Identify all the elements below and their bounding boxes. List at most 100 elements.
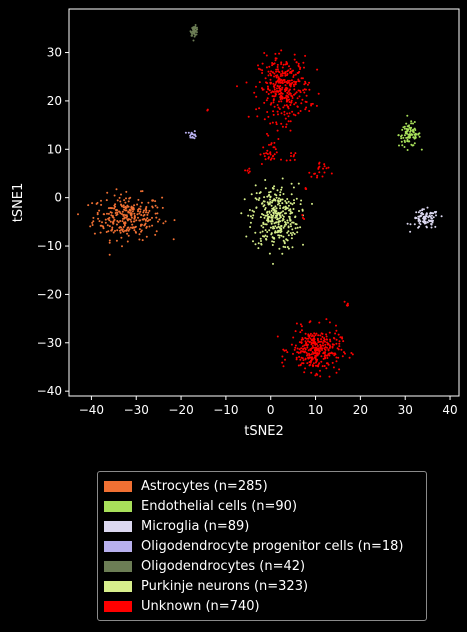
data-point xyxy=(260,163,263,165)
data-point xyxy=(121,213,124,216)
data-point xyxy=(310,343,313,346)
data-point xyxy=(262,223,265,225)
data-point xyxy=(275,196,278,199)
data-point xyxy=(194,24,197,26)
data-point xyxy=(139,210,142,213)
data-point xyxy=(286,246,289,248)
data-point xyxy=(133,214,136,217)
plot-area xyxy=(69,9,459,396)
data-point xyxy=(403,139,406,142)
data-point xyxy=(288,89,291,92)
data-point xyxy=(131,227,134,229)
data-point xyxy=(129,218,132,221)
data-point xyxy=(257,242,260,245)
data-point xyxy=(287,221,289,224)
data-point xyxy=(272,99,275,102)
data-point xyxy=(280,73,282,76)
data-point xyxy=(189,134,192,137)
data-point xyxy=(103,213,106,216)
data-point xyxy=(267,220,270,223)
data-point xyxy=(127,200,130,203)
data-point xyxy=(307,340,309,343)
data-point xyxy=(401,128,404,131)
x-tick-label: −20 xyxy=(168,403,193,417)
data-point xyxy=(121,245,123,248)
data-point xyxy=(279,198,282,201)
data-point xyxy=(121,228,124,231)
data-point xyxy=(284,74,287,77)
data-point xyxy=(297,182,300,185)
x-axis-ticks: −40 −30 −20 −10 0 10 20 30 40 xyxy=(79,396,458,417)
data-point xyxy=(118,229,121,232)
data-point xyxy=(151,224,154,227)
data-point xyxy=(269,153,272,156)
data-point xyxy=(423,215,426,218)
data-point xyxy=(318,352,321,354)
data-point xyxy=(293,88,296,91)
data-point xyxy=(270,232,273,235)
data-point xyxy=(413,137,416,140)
data-point xyxy=(77,213,79,216)
data-point xyxy=(125,197,127,200)
data-point xyxy=(269,122,272,125)
data-point xyxy=(290,237,293,240)
data-point xyxy=(322,357,325,360)
data-point xyxy=(409,223,412,226)
data-point xyxy=(265,152,268,155)
data-point xyxy=(304,332,307,335)
data-point xyxy=(418,132,421,135)
data-point xyxy=(319,340,322,343)
data-point xyxy=(255,95,258,98)
data-point xyxy=(310,359,312,362)
data-point xyxy=(293,103,296,106)
data-point xyxy=(272,206,275,209)
data-point xyxy=(321,349,323,351)
data-point xyxy=(278,234,281,237)
data-point xyxy=(292,113,295,116)
data-point xyxy=(295,322,298,325)
data-point xyxy=(409,230,412,233)
data-point xyxy=(299,351,302,354)
data-point xyxy=(278,247,281,250)
data-point xyxy=(290,343,293,346)
data-point xyxy=(297,62,300,65)
data-point xyxy=(277,199,279,202)
data-point xyxy=(120,203,122,206)
data-point xyxy=(301,77,304,80)
data-point xyxy=(268,210,271,213)
data-point xyxy=(272,240,275,243)
data-point xyxy=(285,80,288,83)
data-point xyxy=(308,110,311,112)
data-point xyxy=(328,344,331,347)
data-point xyxy=(280,225,282,228)
data-point xyxy=(285,86,288,89)
data-point xyxy=(141,190,144,193)
data-point xyxy=(294,152,297,155)
data-point xyxy=(127,205,130,208)
data-point xyxy=(275,68,278,71)
legend-item: Endothelial cells (n=90) xyxy=(104,496,420,516)
data-point xyxy=(250,193,253,196)
data-point xyxy=(105,199,108,202)
data-point xyxy=(287,105,290,108)
data-point xyxy=(131,210,134,213)
data-point xyxy=(133,204,136,207)
data-point xyxy=(125,229,128,232)
legend-item: Oligodendrocyte progenitor cells (n=18) xyxy=(104,536,420,556)
data-point xyxy=(425,215,428,218)
data-point xyxy=(156,212,159,215)
legend-swatch xyxy=(104,520,132,532)
data-point xyxy=(91,202,94,205)
data-point xyxy=(114,212,117,214)
data-point xyxy=(283,88,286,91)
data-point xyxy=(310,353,313,356)
data-point xyxy=(402,136,405,139)
data-point xyxy=(282,63,285,66)
data-point xyxy=(112,221,115,223)
data-point xyxy=(276,66,279,68)
data-point xyxy=(190,131,193,134)
data-point xyxy=(321,365,324,368)
data-point xyxy=(319,347,322,350)
data-point xyxy=(265,66,268,69)
data-point xyxy=(147,211,150,214)
